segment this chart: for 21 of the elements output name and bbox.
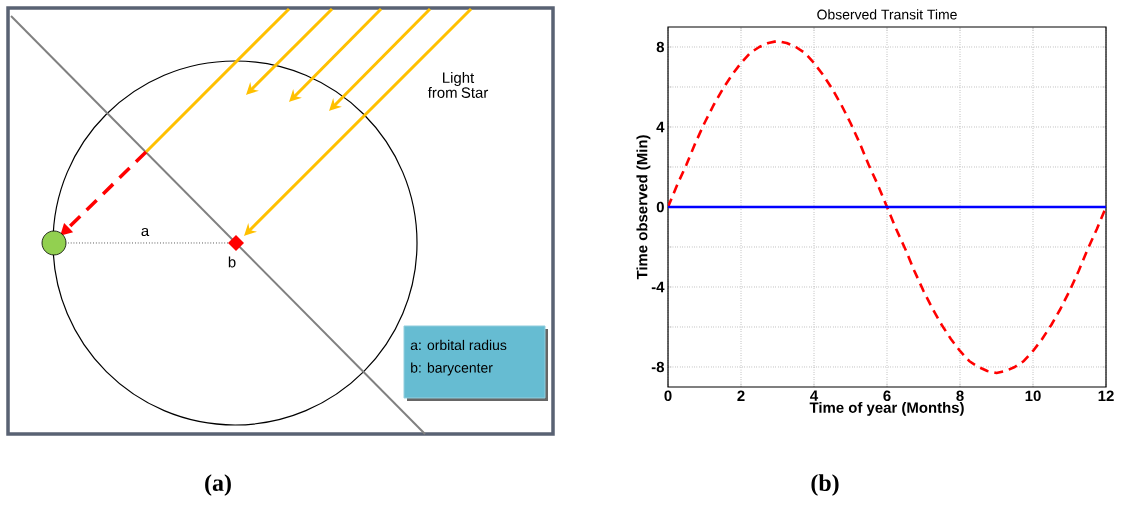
text: Light from Star xyxy=(427,72,489,98)
x-tick-label: 6 xyxy=(883,390,891,402)
text: a: orbital radius xyxy=(410,339,507,351)
text: (a) xyxy=(205,474,231,496)
y-tick-label: 0 xyxy=(656,201,664,213)
x-tick-label: 4 xyxy=(810,390,819,401)
text: b: barycenter xyxy=(411,362,493,376)
x-axis-title: Time of year (Months) xyxy=(809,401,964,416)
y-tick-label: -4 xyxy=(651,281,665,293)
y-tick-label: -8 xyxy=(651,361,665,373)
text: b xyxy=(228,256,236,268)
y-tick-label: 4 xyxy=(656,121,665,133)
x-tick-label: 8 xyxy=(956,390,964,402)
text: a xyxy=(141,227,150,237)
x-tick-label: 12 xyxy=(1098,390,1114,401)
x-tick-label: 10 xyxy=(1025,390,1041,402)
chart-title: Observed Transit Time xyxy=(817,9,957,20)
x-tick-label: 2 xyxy=(737,390,745,401)
text: (b) xyxy=(811,474,839,496)
y-axis-title: Time observed (Min) xyxy=(636,135,651,280)
y-tick-label: 8 xyxy=(656,41,665,53)
